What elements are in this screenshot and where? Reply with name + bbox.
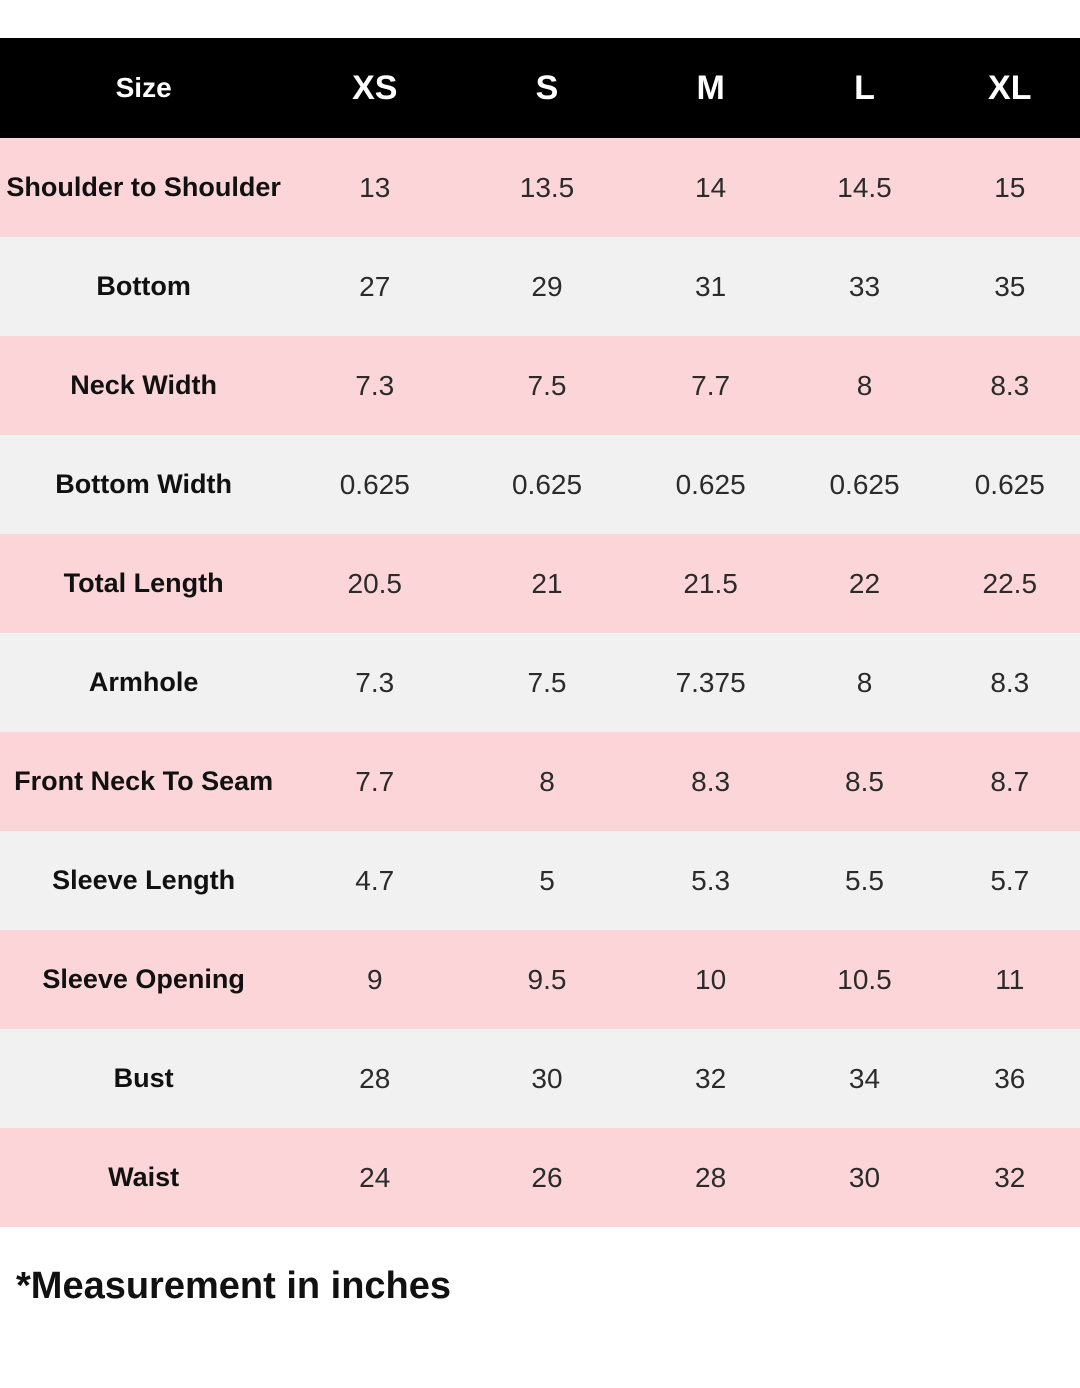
measurement-value: 0.625 — [675, 468, 746, 500]
measurement-value: 20.5 — [347, 567, 403, 599]
row-label: Sleeve Length — [52, 864, 236, 895]
measurement-value: 28 — [359, 1062, 391, 1094]
measurement-value: 7.5 — [527, 369, 567, 401]
size-column-header: Size — [115, 72, 172, 103]
table-row: Bottom Width 0.625 0.625 0.625 0.625 0.625 — [0, 435, 1080, 534]
row-label: Bottom — [96, 270, 191, 301]
table-row: Sleeve Length 4.7 5 5.3 5.5 5.7 — [0, 831, 1080, 930]
table-row: Front Neck To Seam 7.7 8 8.3 8.5 8.7 — [0, 732, 1080, 831]
table-header-row: Size XS S M L XL — [0, 38, 1080, 138]
measurement-value: 14 — [695, 171, 727, 203]
table-row: Total Length 20.5 21 21.5 22 22.5 — [0, 534, 1080, 633]
measurement-value: 0.625 — [974, 468, 1045, 500]
measurement-value: 13.5 — [519, 171, 575, 203]
measurement-value: 8.5 — [845, 765, 884, 797]
measurement-value: 5.3 — [691, 864, 731, 896]
measurement-value: 22.5 — [982, 567, 1038, 599]
size-header-s: S — [535, 68, 559, 107]
measurement-value: 10 — [695, 963, 727, 995]
measurement-value: 36 — [994, 1062, 1026, 1094]
measurement-value: 21 — [531, 567, 563, 599]
size-header-l: L — [854, 68, 875, 107]
measurement-value: 7.3 — [355, 369, 395, 401]
measurement-value: 33 — [848, 270, 881, 302]
row-label: Bottom Width — [55, 468, 232, 499]
measurement-value: 8.7 — [990, 765, 1030, 797]
row-label: Total Length — [63, 567, 224, 598]
measurement-value: 9 — [366, 963, 383, 995]
measurement-value: 34 — [848, 1062, 881, 1094]
measurement-value: 30 — [531, 1062, 563, 1094]
measurement-value: 8.3 — [990, 369, 1030, 401]
size-chart-page: Size XS S M L XL Shoulder to Shoulder 13 13.5 14… — [0, 38, 1080, 1388]
measurement-value: 5 — [539, 864, 555, 896]
row-label: Front Neck To Seam — [14, 765, 274, 796]
measurement-value: 4.7 — [355, 864, 395, 896]
measurement-value: 32 — [695, 1062, 727, 1094]
measurement-value: 7.7 — [355, 765, 395, 797]
row-label: Bust — [113, 1062, 174, 1093]
measurement-value: 27 — [359, 270, 391, 302]
measurement-value: 7.3 — [355, 666, 395, 698]
size-header-m: M — [696, 68, 725, 107]
measurement-note: *Measurement in inches — [16, 1265, 452, 1307]
row-label: Armhole — [88, 666, 199, 697]
measurement-value: 9.5 — [527, 963, 567, 995]
measurement-value: 24 — [359, 1161, 391, 1193]
table-row: Armhole 7.3 7.5 7.375 8 8.3 — [0, 633, 1080, 732]
measurement-value: 11 — [995, 963, 1025, 995]
measurement-value: 0.625 — [339, 468, 410, 500]
table-row: Bust 28 30 32 34 36 — [0, 1029, 1080, 1128]
measurement-value: 8.3 — [990, 666, 1030, 698]
measurement-value: 29 — [531, 270, 563, 302]
measurement-value: 7.5 — [527, 666, 567, 698]
measurement-value: 22 — [848, 567, 881, 599]
measurement-value: 26 — [531, 1161, 563, 1193]
measurement-value: 21.5 — [683, 567, 738, 599]
measurement-value: 30 — [848, 1161, 881, 1193]
measurement-value: 7.7 — [691, 369, 731, 401]
measurement-value: 8 — [856, 666, 873, 698]
measurement-value: 8 — [539, 765, 555, 797]
table-row: Sleeve Opening 9 9.5 10 10.5 11 — [0, 930, 1080, 1029]
size-chart-table: Size XS S M L XL Shoulder to Shoulder 13 13.5 14… — [0, 38, 1080, 1227]
measurement-value: 35 — [994, 270, 1026, 302]
measurement-value: 8.3 — [691, 765, 731, 797]
measurement-value: 7.375 — [675, 666, 746, 698]
table-row: Neck Width 7.3 7.5 7.7 8 8.3 — [0, 336, 1080, 435]
size-header-xl: XL — [988, 68, 1032, 107]
measurement-value: 28 — [695, 1161, 727, 1193]
measurement-value: 13 — [359, 171, 391, 203]
row-label: Sleeve Opening — [42, 963, 245, 994]
measurement-value: 14.5 — [837, 171, 892, 203]
size-header-xs: XS — [352, 68, 398, 107]
measurement-value: 32 — [994, 1161, 1026, 1193]
measurement-value: 5.5 — [845, 864, 884, 896]
measurement-value: 10.5 — [837, 963, 892, 995]
row-label: Neck Width — [70, 369, 218, 400]
measurement-value: 31 — [695, 270, 727, 302]
row-label: Shoulder to Shoulder — [6, 171, 281, 202]
table-row: Waist 24 26 28 30 32 — [0, 1128, 1080, 1227]
measurement-value: 15 — [994, 171, 1026, 203]
measurement-value: 0.625 — [511, 468, 583, 500]
measurement-value: 8 — [856, 369, 873, 401]
table-row: Bottom 27 29 31 33 35 — [0, 237, 1080, 336]
row-label: Waist — [108, 1161, 180, 1192]
table-row: Shoulder to Shoulder 13 13.5 14 14.5 15 — [0, 138, 1080, 237]
measurement-value: 0.625 — [829, 468, 900, 500]
measurement-value: 5.7 — [990, 864, 1030, 896]
